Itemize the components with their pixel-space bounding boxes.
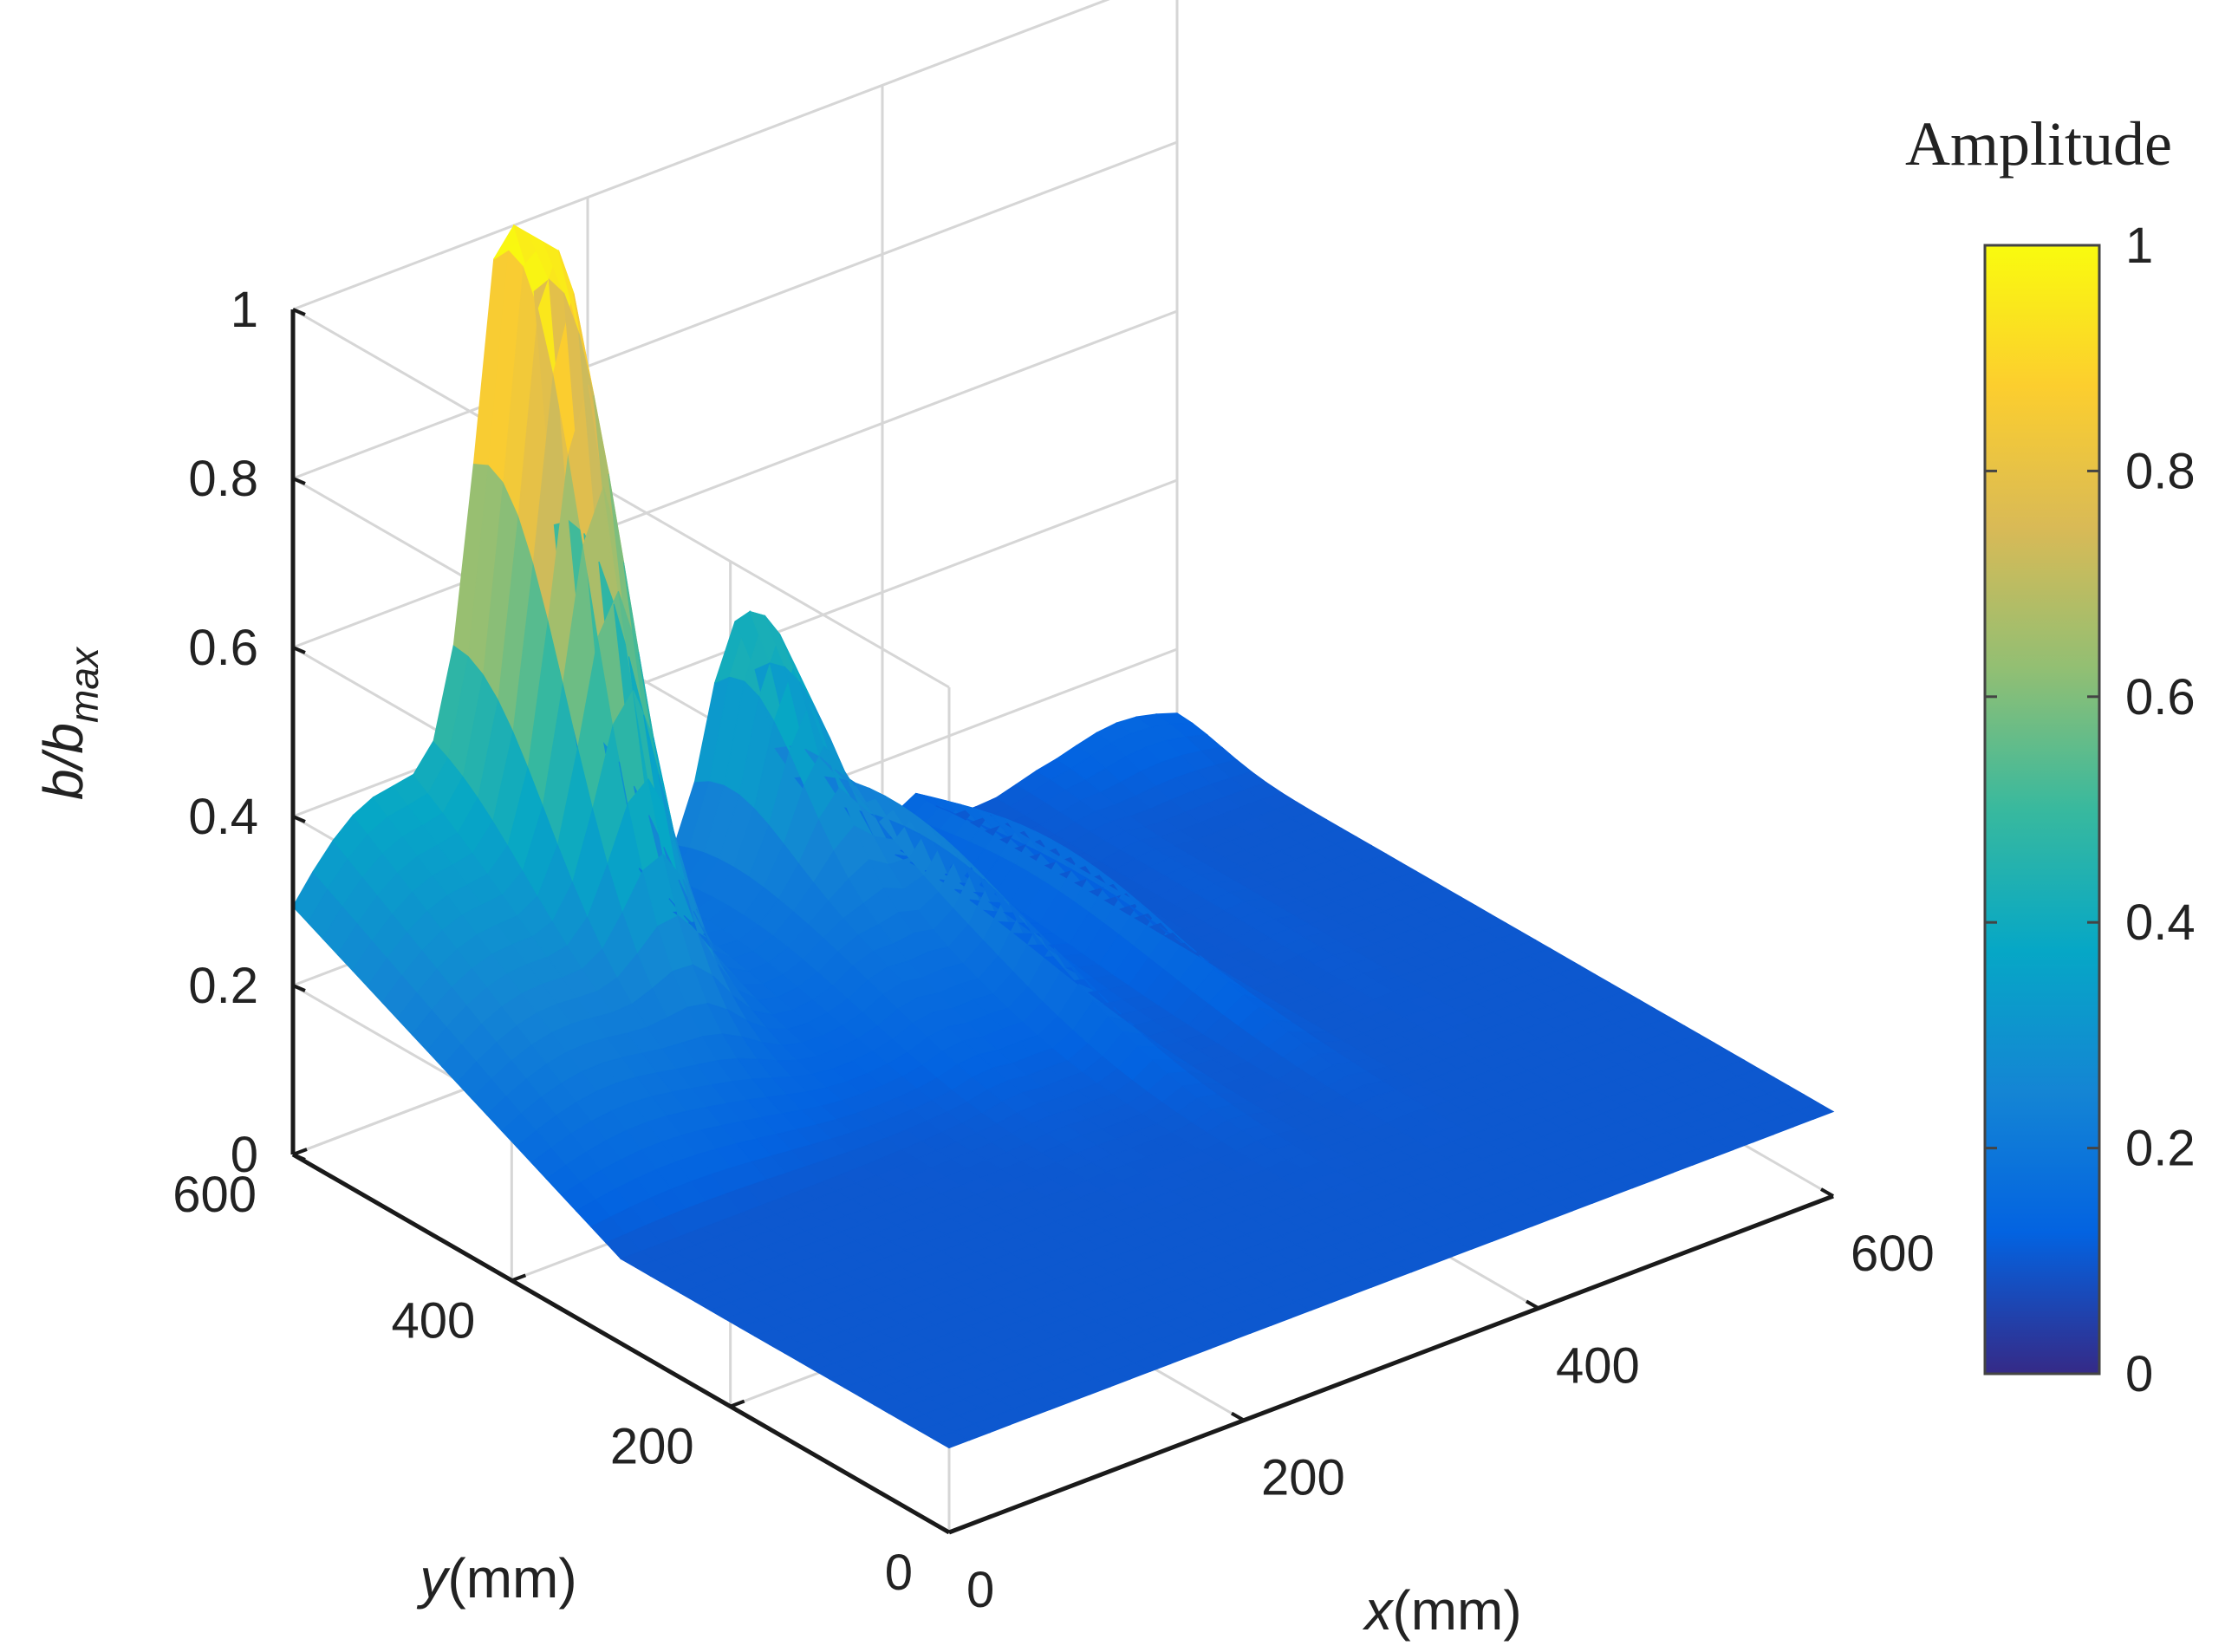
y-tick-label: 400	[392, 1292, 476, 1349]
z-tick-label: 0.6	[188, 620, 258, 676]
colorbar-tick-label: 1	[2125, 218, 2153, 274]
y-tick-mark	[292, 1148, 308, 1156]
grid-line	[292, 309, 1178, 649]
surface-patch	[1797, 1102, 1835, 1120]
y-tick-label: 200	[610, 1419, 694, 1475]
z-tick-mark	[292, 308, 306, 316]
colorbar-tick-label: 0.8	[2125, 443, 2196, 499]
z-tick-label: 0	[231, 1127, 258, 1183]
x-tick-mark	[936, 1524, 950, 1534]
colorbar-title: Amplitude	[1905, 109, 2172, 179]
axes	[290, 309, 1834, 1535]
z-tick-mark	[292, 646, 306, 654]
grid-line	[292, 308, 950, 689]
z-tick-label: 0.2	[188, 958, 258, 1014]
z-tick-label: 1	[231, 282, 258, 338]
y-axis-line	[291, 1152, 951, 1535]
grid-line	[292, 0, 1110, 311]
y-tick-mark	[729, 1399, 745, 1408]
colorbar-tick-label: 0.2	[2125, 1121, 2196, 1177]
x-axis-line	[948, 1193, 1834, 1535]
y-tick-label: 0	[885, 1545, 913, 1601]
colorbar-tick-label: 0.6	[2125, 669, 2196, 725]
surface-plot	[292, 224, 1835, 1449]
x-tick-label: 200	[1261, 1450, 1345, 1506]
z-tick-mark	[292, 477, 306, 485]
z-tick-mark	[292, 984, 306, 992]
colorbar-tick-label: 0	[2125, 1346, 2153, 1402]
colorbar-ticks: 0 0.2 0.4 0.6 0.8 1	[1985, 218, 2196, 1402]
z-tick-mark	[292, 815, 306, 823]
colorbar-gradient	[1983, 244, 2101, 1376]
x-tick-label: 0	[966, 1562, 994, 1618]
x-tick-label: 600	[1851, 1226, 1935, 1282]
x-axis-title: x(mm)	[1362, 1579, 1521, 1642]
y-axis-title: y(mm)	[416, 1547, 576, 1610]
colorbar-tick-label: 0.4	[2125, 894, 2196, 951]
x-tick-label: 400	[1556, 1337, 1640, 1394]
x-tick-mark	[1820, 1187, 1834, 1198]
y-tick-mark	[511, 1273, 527, 1283]
z-tick-label: 0.8	[188, 451, 258, 507]
x-tick-mark	[1231, 1411, 1245, 1422]
z-tick-label: 0.4	[188, 789, 258, 845]
y-tick-mark	[948, 1525, 964, 1534]
grid-line	[292, 140, 1178, 480]
y-tick-label: 600	[172, 1167, 257, 1223]
colorbar: Amplitude 0 0.2 0.4 0.6 0.8 1	[1905, 109, 2196, 1402]
x-tick-mark	[1526, 1299, 1539, 1311]
z-axis-title: b/bmax	[32, 646, 107, 800]
